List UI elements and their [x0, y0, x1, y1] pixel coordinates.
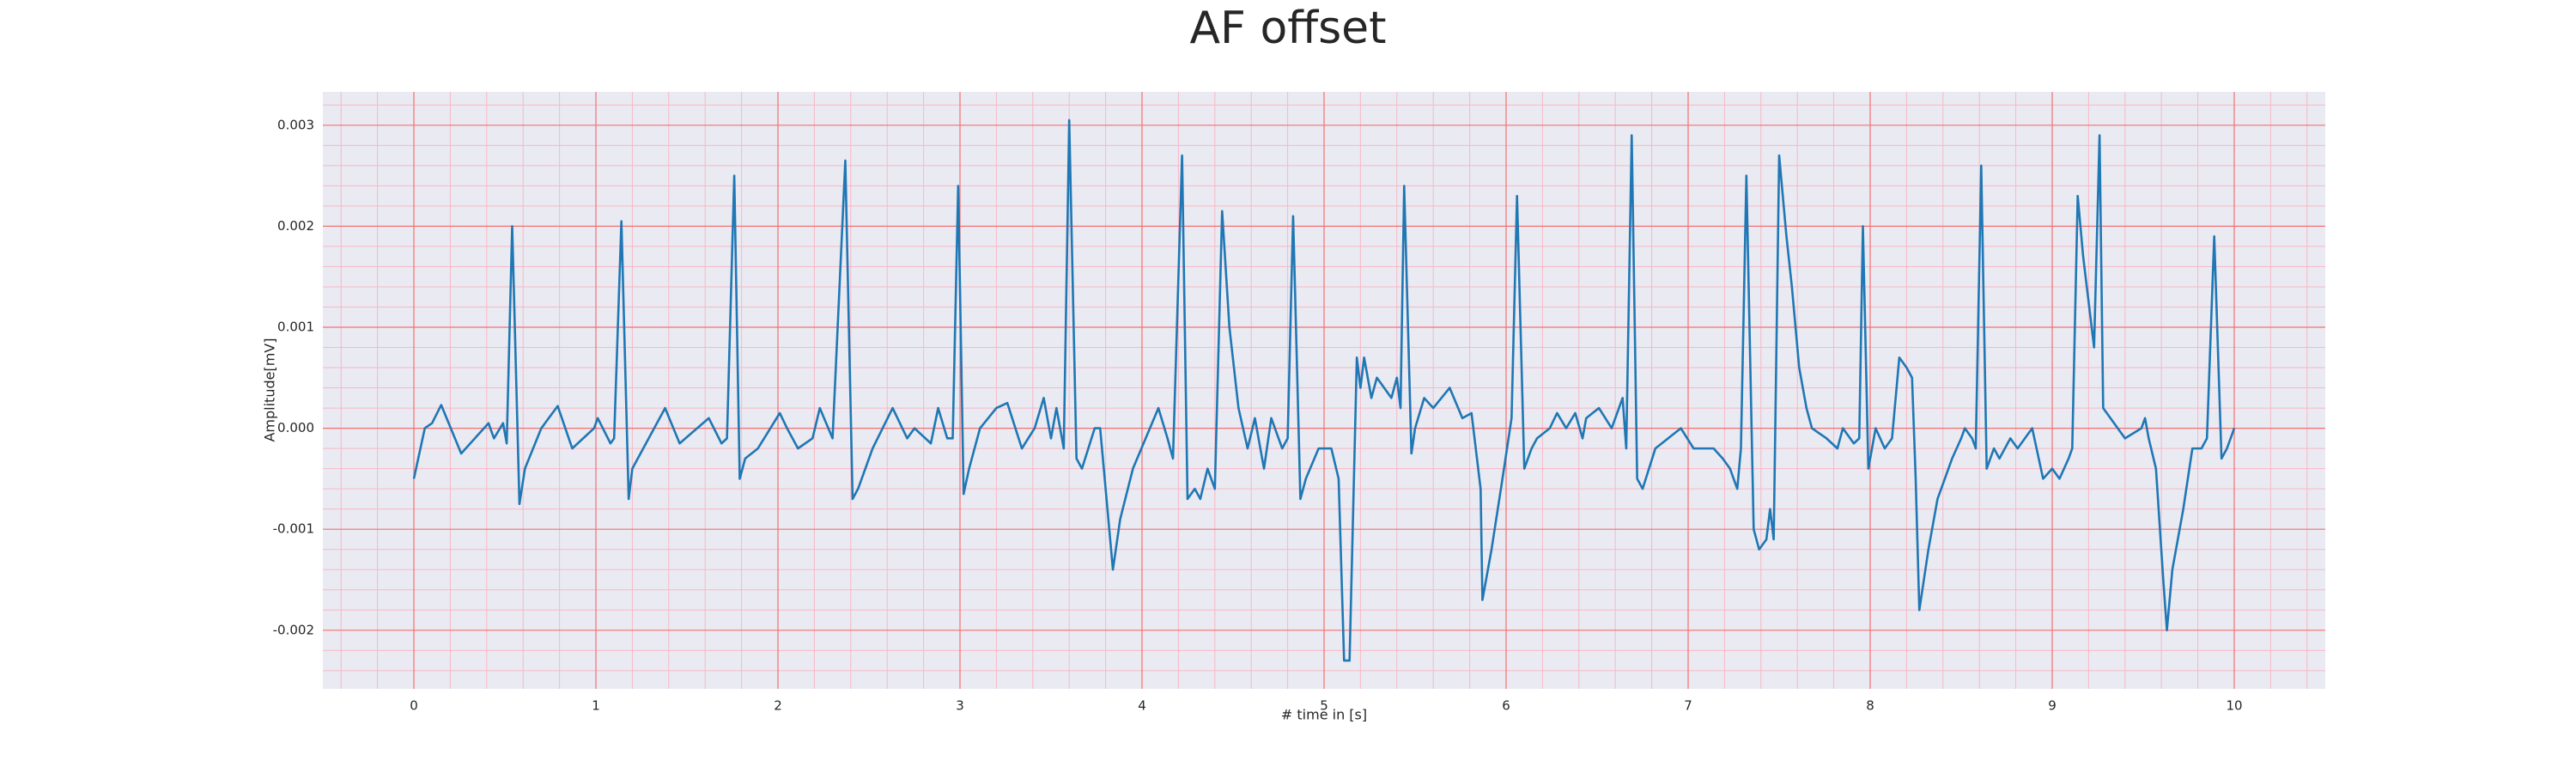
chart-title: AF offset: [1189, 3, 1386, 54]
y-tick-label: 0.002: [277, 218, 314, 234]
y-tick-label: 0.003: [277, 117, 314, 132]
y-tick-label: -0.002: [273, 622, 314, 637]
x-tick-label: 4: [1138, 698, 1146, 714]
y-axis-label: Amplitude[mV]: [262, 338, 278, 441]
x-tick-label: 9: [2048, 698, 2057, 714]
x-tick-label: 0: [410, 698, 418, 714]
y-tick-label: -0.001: [273, 521, 314, 537]
x-tick-label: 7: [1684, 698, 1692, 714]
x-tick-label: 1: [592, 698, 600, 714]
x-tick-label: 10: [2226, 698, 2242, 714]
x-axis-label: # time in [s]: [1281, 707, 1367, 723]
x-tick-label: 8: [1866, 698, 1874, 714]
x-tick-label: 5: [1320, 698, 1328, 714]
x-tick-label: 6: [1502, 698, 1510, 714]
x-tick-label: 2: [774, 698, 782, 714]
signal-line: [412, 119, 2236, 662]
x-tick-label: 3: [956, 698, 964, 714]
y-tick-label: 0.000: [277, 420, 314, 435]
y-tick-label: 0.001: [277, 320, 314, 335]
